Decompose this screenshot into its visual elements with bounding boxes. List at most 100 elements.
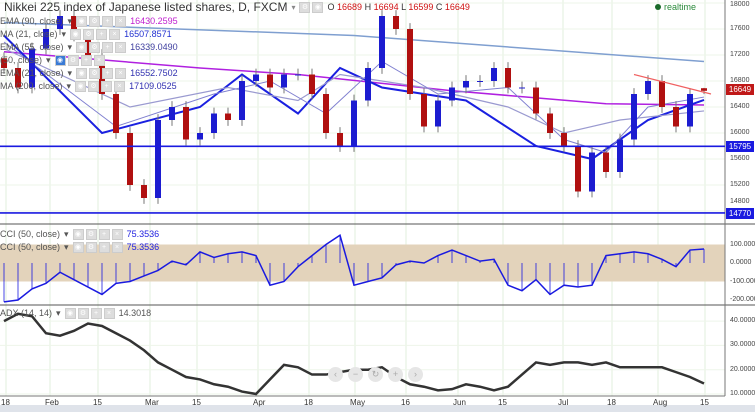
hide-icon[interactable]: ◉ (72, 229, 84, 240)
price-tick-label: 16000 (730, 129, 750, 136)
date-tick-label: Jul (558, 398, 569, 407)
hide-icon[interactable]: ◉ (76, 68, 88, 79)
close-icon[interactable]: × (115, 16, 127, 27)
indicator-legend: EMA (21, close) ▾ ◉ ⚙ + × 16552.7502 (0, 68, 178, 79)
zoom-in-icon[interactable]: + (388, 367, 403, 382)
price-tick-label: 14800 (730, 198, 750, 205)
hide-icon[interactable]: ◉ (54, 55, 66, 66)
symbol-title[interactable]: Nikkei 225 index of Japanese listed shar… (4, 0, 288, 14)
close-icon[interactable]: × (111, 242, 123, 253)
chevron-down-icon[interactable]: ▾ (56, 308, 61, 318)
settings-icon[interactable]: ⚙ (89, 42, 101, 53)
reset-icon[interactable]: ↻ (368, 367, 383, 382)
candle-body (547, 113, 553, 133)
indicator-value: 75.3536 (126, 229, 160, 239)
candle-body (617, 139, 623, 172)
hide-icon[interactable]: ◉ (76, 16, 88, 27)
candle-body (421, 94, 427, 127)
price-tick-label: 17200 (730, 51, 750, 58)
close-icon[interactable]: × (109, 29, 121, 40)
candle-body (71, 16, 77, 36)
candle-body (57, 16, 63, 29)
add-icon[interactable]: + (80, 55, 92, 66)
candle-body (589, 152, 595, 192)
hide-icon[interactable]: ◉ (76, 42, 88, 53)
close-icon[interactable]: × (114, 81, 126, 92)
candle-body (379, 16, 385, 68)
chevron-down-icon[interactable]: ▾ (67, 68, 73, 78)
date-tick-label: Aug (653, 398, 668, 407)
candle-body (407, 29, 413, 94)
cci-legend: CCI (50, close) ▾ ◉ ⚙ + × 75.3536 (0, 229, 159, 240)
settings-icon[interactable]: ⚙ (89, 68, 101, 79)
hide-icon[interactable]: ◉ (72, 242, 84, 253)
close-icon[interactable]: × (115, 68, 127, 79)
price-tick-label: 16400 (730, 103, 750, 110)
close-icon[interactable]: × (103, 308, 115, 319)
support-tag-2: 14770 (726, 208, 754, 219)
add-icon[interactable]: + (90, 308, 102, 319)
add-icon[interactable]: + (102, 68, 114, 79)
chevron-down-icon[interactable]: ▾ (66, 81, 72, 91)
hide-icon[interactable]: ◉ (312, 2, 324, 13)
indicator-legend: (50, close) ▾ ◉ ⚙ + × (0, 55, 105, 66)
chevron-down-icon[interactable]: ▾ (64, 242, 69, 252)
add-icon[interactable]: + (101, 81, 113, 92)
indicator-label[interactable]: MA (200, close) (0, 81, 63, 91)
close-icon[interactable]: × (115, 42, 127, 53)
add-icon[interactable]: + (102, 16, 114, 27)
date-tick-label: 18 (607, 398, 616, 407)
last-price-tag: 16649 (726, 84, 754, 95)
hide-icon[interactable]: ◉ (64, 308, 76, 319)
indicator-value: 16430.2595 (130, 16, 178, 26)
candle-body (687, 94, 693, 127)
chevron-down-icon[interactable]: ▾ (46, 55, 51, 65)
indicator-label[interactable]: CCI (50, close) (0, 229, 61, 239)
realtime-label: realtime (664, 2, 697, 12)
add-icon[interactable]: + (96, 29, 108, 40)
indicator-value: 14.3018 (118, 308, 152, 318)
hide-icon[interactable]: ◉ (70, 29, 82, 40)
candle-body (701, 88, 707, 91)
settings-icon[interactable]: ⚙ (77, 308, 89, 319)
high-value: 16694 (373, 2, 399, 12)
indicator-label[interactable]: ADX (14, 14) (0, 308, 53, 318)
indicator-value: 75.3536 (126, 242, 160, 252)
chevron-down-icon[interactable]: ▾ (61, 29, 67, 39)
candle-body (281, 74, 287, 88)
settings-icon[interactable]: ⚙ (89, 16, 101, 27)
add-icon[interactable]: + (102, 42, 114, 53)
settings-icon[interactable]: ⚙ (83, 29, 95, 40)
indicator-label[interactable]: CCI (50, close) (0, 242, 61, 252)
settings-icon[interactable]: ⚙ (299, 2, 311, 13)
chevron-down-icon[interactable]: ▾ (67, 16, 73, 26)
close-icon[interactable]: × (111, 229, 123, 240)
chevron-down-icon[interactable]: ▾ (291, 3, 296, 12)
chevron-down-icon[interactable]: ▾ (67, 42, 73, 52)
hide-icon[interactable]: ◉ (75, 81, 87, 92)
indicator-label[interactable]: (50, close) (0, 55, 43, 65)
chevron-down-icon[interactable]: ▾ (64, 229, 69, 239)
add-icon[interactable]: + (98, 229, 110, 240)
close-icon[interactable]: × (93, 55, 105, 66)
date-tick-label: 18 (304, 398, 313, 407)
add-icon[interactable]: + (98, 242, 110, 253)
settings-icon[interactable]: ⚙ (88, 81, 100, 92)
candle-body (113, 94, 119, 133)
indicator-label[interactable]: EMA (21, close) (0, 68, 64, 78)
indicator-label[interactable]: EMA (90, close) (0, 16, 64, 26)
scroll-left-icon[interactable]: ‹ (328, 367, 343, 382)
indicator-value: 17109.0525 (129, 81, 177, 91)
zoom-out-icon[interactable]: − (348, 367, 363, 382)
settings-icon[interactable]: ⚙ (85, 242, 97, 253)
settings-icon[interactable]: ⚙ (67, 55, 79, 66)
settings-icon[interactable]: ⚙ (85, 229, 97, 240)
candle-body (239, 81, 245, 120)
price-tick-label: 18000 (730, 1, 750, 8)
indicator-label[interactable]: MA (21, close) (0, 29, 58, 39)
scroll-right-icon[interactable]: › (408, 367, 423, 382)
candle-body (225, 113, 231, 120)
indicator-label[interactable]: EMA (55, close) (0, 42, 64, 52)
